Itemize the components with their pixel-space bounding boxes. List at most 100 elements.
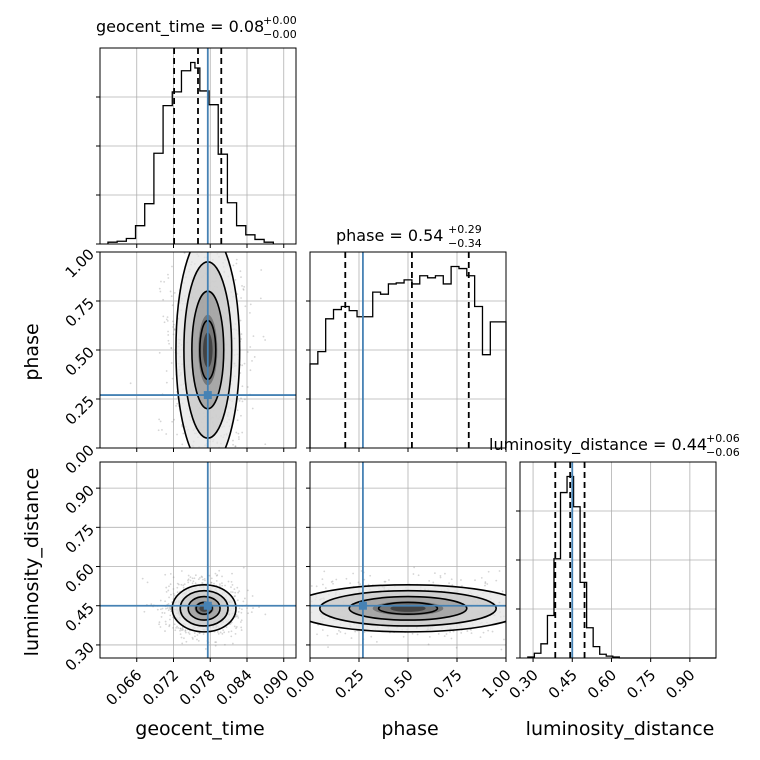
sample-point (302, 576, 304, 578)
sample-point (251, 360, 253, 362)
sample-point (170, 347, 173, 350)
panel-geocent-time-vs-phase: 0.00 0.25 0.50 0.75 1.00 (62, 213, 297, 493)
sample-point (169, 614, 172, 617)
sample-point (166, 316, 169, 319)
sample-point (172, 616, 174, 619)
truth-marker (203, 391, 212, 400)
sample-point (184, 629, 187, 632)
sample-point (167, 213, 169, 215)
sample-point (242, 288, 245, 290)
sample-point (603, 616, 605, 618)
sample-point (181, 627, 184, 630)
sample-point (241, 385, 244, 388)
sample-point (179, 629, 181, 632)
sample-point (198, 451, 200, 453)
sample-point (193, 632, 196, 634)
sample-point (240, 333, 243, 335)
sample-point (565, 599, 567, 601)
sample-point (182, 584, 185, 587)
sample-point (511, 600, 513, 602)
sample-point (197, 481, 199, 483)
sample-point (179, 627, 182, 630)
sample-point (166, 607, 169, 610)
truth-marker (203, 601, 212, 610)
sample-point (232, 264, 235, 267)
sample-point (189, 579, 192, 582)
sample-point (306, 606, 308, 608)
sample-point (188, 236, 190, 238)
sample-point (331, 580, 334, 583)
sample-point (495, 579, 498, 582)
sample-point (241, 431, 244, 434)
sample-point (292, 614, 294, 616)
sample-point (216, 455, 218, 457)
sample-point (202, 578, 204, 581)
sample-point (307, 602, 309, 604)
sample-point (274, 591, 276, 593)
sample-point (299, 609, 301, 611)
sample-point (187, 491, 189, 493)
sample-point (240, 297, 242, 299)
sample-point (220, 460, 222, 462)
sample-point (150, 603, 153, 606)
geocent_time-luminosity_distance-ytick-label-1: 0.45 (62, 599, 98, 635)
sample-point (300, 629, 302, 631)
sample-point (543, 611, 545, 613)
contour-line-1 (179, 589, 229, 627)
sample-point (304, 611, 306, 613)
sample-point (234, 445, 237, 448)
sample-point (184, 630, 187, 633)
sample-point (218, 569, 221, 572)
sample-point (183, 637, 185, 640)
sample-point (189, 232, 191, 234)
sample-point (181, 425, 184, 428)
sample-point (273, 612, 275, 614)
sample-point (221, 453, 223, 455)
sample-point (359, 583, 362, 586)
sample-point (354, 630, 357, 633)
title-luminosity-distance-plus: +0.06 (706, 432, 740, 445)
sample-point (302, 605, 304, 607)
sample-point (240, 608, 243, 611)
xlabel-phase: phase (381, 718, 438, 740)
sample-point (322, 583, 324, 586)
sample-point (246, 607, 249, 609)
sample-point (574, 616, 576, 618)
sample-point (160, 280, 162, 283)
sample-point (252, 607, 254, 609)
contour-line-1 (318, 589, 497, 627)
sample-point (543, 599, 545, 601)
sample-point (264, 613, 267, 616)
sample-point (190, 477, 192, 479)
contour-line-0 (175, 252, 241, 448)
sample-point (521, 615, 523, 617)
sample-point (170, 362, 173, 364)
geocent_time-luminosity_distance-xtick-label-3: 0.084 (213, 666, 256, 709)
sample-point (197, 578, 200, 581)
sample-point (208, 457, 210, 459)
sample-point (321, 629, 324, 631)
sample-point (188, 238, 190, 240)
sample-point (246, 386, 249, 388)
sample-point (236, 419, 239, 422)
sample-point (523, 593, 525, 595)
sample-point (326, 634, 329, 637)
sample-point (562, 598, 564, 600)
sample-point (201, 582, 204, 585)
sample-point (161, 429, 163, 431)
sample-point (243, 597, 246, 600)
sample-point (167, 334, 170, 336)
sample-point (163, 612, 166, 614)
sample-point (243, 596, 245, 598)
sample-point (500, 648, 503, 651)
sample-point (231, 584, 234, 586)
sample-point (308, 587, 310, 589)
sample-point (254, 630, 256, 632)
sample-point (251, 595, 254, 597)
sample-point (520, 604, 522, 606)
geocent_time-phase-ytick-label-2: 0.50 (62, 343, 98, 379)
sample-point (213, 229, 215, 231)
sample-point (218, 583, 221, 586)
sample-point (230, 241, 232, 243)
sample-point (344, 632, 347, 635)
